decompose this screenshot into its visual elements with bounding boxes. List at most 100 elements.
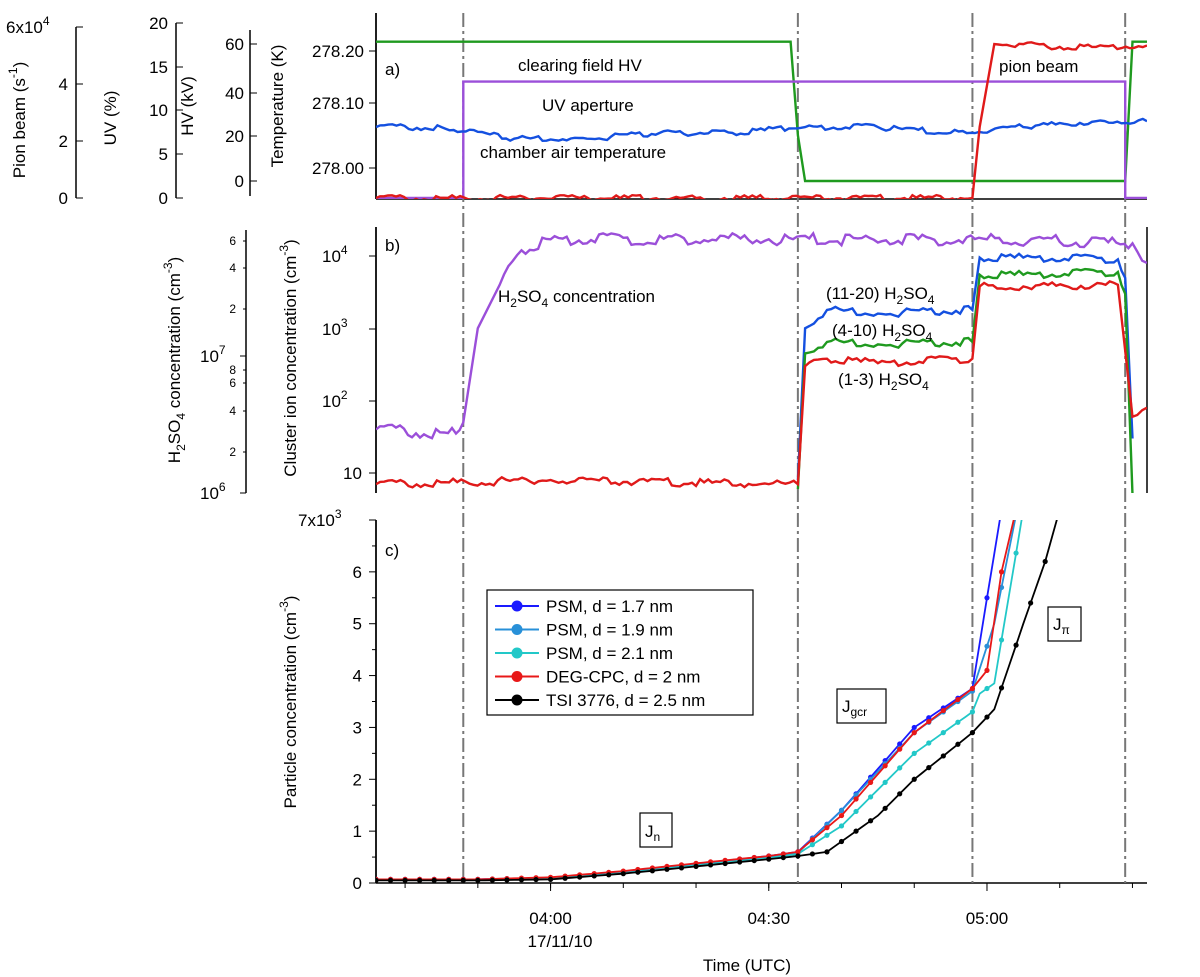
panel-a-label: a) xyxy=(385,60,400,79)
x-tick-label-1: 04:30 xyxy=(748,909,791,928)
data-point xyxy=(1013,512,1018,517)
panel-b-h2so4-axis: 106 107 2 4 6 8 2 4 6 H2SO4 concentratio… xyxy=(161,230,247,503)
legend-swatch-marker xyxy=(511,694,523,706)
data-point xyxy=(955,741,961,747)
data-point xyxy=(620,871,626,877)
legend-label: TSI 3776, d = 2.5 nm xyxy=(546,691,705,710)
data-point xyxy=(838,838,845,845)
data-point xyxy=(664,866,670,872)
panel-c-legend: PSM, d = 1.7 nm PSM, d = 1.9 nm PSM, d = 2… xyxy=(486,589,754,716)
data-point xyxy=(882,805,888,811)
data-point xyxy=(1042,558,1048,565)
data-point xyxy=(795,853,801,859)
legend-label: PSM, d = 2.1 nm xyxy=(546,644,673,663)
data-point xyxy=(824,849,830,855)
series-chamber-air-temperature-line xyxy=(376,117,1147,143)
data-point xyxy=(838,823,845,829)
data-point xyxy=(853,828,859,834)
hv-tick-20: 20 xyxy=(225,127,244,146)
data-point xyxy=(417,877,423,883)
legend-entry-deg-cpc-d-2-nm: DEG-CPC, d = 2 nm xyxy=(495,668,700,687)
cluster-axis-label: Cluster ion concentration (cm-3) xyxy=(277,239,300,476)
pion-tick-6x10: 6x104 xyxy=(6,14,50,37)
panel-a-annotations: clearing field HV UV aperture chamber ai… xyxy=(480,56,1078,162)
rate-label-jpi: Jπ xyxy=(1047,606,1082,642)
data-point xyxy=(897,746,903,752)
annotation-pion-beam: pion beam xyxy=(999,57,1078,76)
legend-entry-psm-d-1-7-nm: PSM, d = 1.7 nm xyxy=(495,597,673,616)
data-point xyxy=(635,869,641,875)
pion-tick-2: 2 xyxy=(59,132,68,151)
x-axis-label: Time (UTC) xyxy=(703,956,791,975)
data-point xyxy=(969,730,976,736)
legend-swatch-marker xyxy=(511,647,523,659)
series-tsi-3776-d-2-5-nm xyxy=(376,520,1058,883)
svg-text:Jn: Jn xyxy=(645,822,660,844)
data-point xyxy=(824,832,830,838)
data-point xyxy=(853,796,859,802)
data-point xyxy=(1013,550,1019,556)
uv-axis-label: UV (%) xyxy=(101,91,120,146)
x-tick-label-2: 05:00 xyxy=(966,909,1009,928)
data-point xyxy=(897,791,903,797)
data-point xyxy=(868,779,874,785)
panel-b-frame xyxy=(375,227,1148,493)
x-tick-label-0: 04:00 xyxy=(529,909,572,928)
panel-a-temperature-axis: 278.20 278.10 278.00 Temperature (K) xyxy=(268,13,377,199)
legend-swatch-marker xyxy=(511,624,523,635)
date-label: 17/11/10 xyxy=(528,932,593,951)
series-clearing-field-hv-line xyxy=(376,40,1147,183)
data-point xyxy=(678,865,685,871)
cluster-tick-10e2: 102 xyxy=(322,388,348,411)
h2so4-tick-10e6: 106 xyxy=(200,480,226,503)
cluster-tick-10: 10 xyxy=(343,464,362,483)
data-point xyxy=(926,765,932,771)
y-tick-label-2: 2 xyxy=(353,770,362,789)
data-point xyxy=(984,685,990,692)
data-point xyxy=(969,709,976,715)
data-point xyxy=(722,860,728,867)
data-point xyxy=(984,643,990,649)
cluster-tick-10e3: 103 xyxy=(322,316,348,339)
data-point xyxy=(897,765,903,771)
data-point xyxy=(809,837,816,843)
panel-b-label: b) xyxy=(385,236,400,255)
legend-label: DEG-CPC, d = 2 nm xyxy=(546,668,700,687)
data-point xyxy=(606,872,612,878)
h2so4-minor-8a: 8 xyxy=(229,363,236,377)
rate-label-jn: Jn xyxy=(639,812,673,848)
data-point xyxy=(868,818,874,824)
temp-tick-278.10: 278.10 xyxy=(312,94,364,113)
data-point xyxy=(402,877,408,883)
cluster-tick-10e4: 104 xyxy=(322,243,348,266)
y-tick-label-4: 4 xyxy=(353,667,362,686)
series-11-20-h2so4-line xyxy=(796,252,1134,481)
data-point xyxy=(868,794,874,800)
data-point xyxy=(838,812,845,819)
pion-tick-4: 4 xyxy=(59,75,68,94)
data-point xyxy=(824,825,830,831)
data-point xyxy=(838,807,845,814)
data-point xyxy=(577,874,583,880)
data-point xyxy=(1013,507,1018,512)
data-point xyxy=(809,842,816,848)
legend-entry-psm-d-1-9-nm: PSM, d = 1.9 nm xyxy=(495,621,673,640)
data-point xyxy=(649,868,655,874)
pion-axis-label: Pion beam (s-1) xyxy=(6,62,29,179)
y-tick-label-5: 5 xyxy=(353,615,362,634)
annotation-1-3-h2so4: (1-3) H2SO4 xyxy=(838,370,929,393)
data-point xyxy=(518,877,525,883)
data-point xyxy=(955,696,961,703)
data-point xyxy=(751,857,757,864)
data-point xyxy=(911,776,917,782)
data-point xyxy=(562,875,568,881)
data-point xyxy=(911,724,917,731)
data-point xyxy=(853,808,859,815)
data-point xyxy=(387,877,394,883)
data-point xyxy=(376,877,379,883)
annotation-chamber-air-temperature: chamber air temperature xyxy=(480,143,666,162)
hv-tick-60: 60 xyxy=(225,35,244,54)
svg-text:Jgcr: Jgcr xyxy=(842,697,867,719)
data-point xyxy=(1013,642,1019,648)
